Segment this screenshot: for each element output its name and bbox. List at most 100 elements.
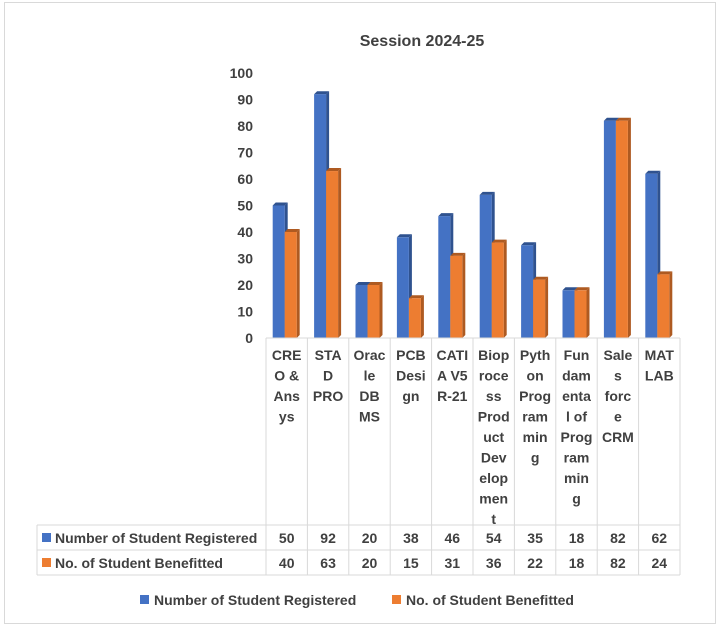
bar-top xyxy=(326,168,342,172)
y-tick-label: 60 xyxy=(237,171,253,187)
bar-top xyxy=(657,271,673,275)
category-label: CRE O & Ans ys xyxy=(272,347,302,425)
bar-top xyxy=(491,239,507,243)
data-table-value: 82 xyxy=(610,555,626,571)
data-table-value: 62 xyxy=(652,530,668,546)
category-label: CATI A V5 R-21 xyxy=(436,347,468,404)
y-tick-label: 30 xyxy=(237,251,253,267)
data-table-value: 38 xyxy=(403,530,419,546)
bar-side xyxy=(379,282,383,338)
data-table-value: 82 xyxy=(610,530,626,546)
legend-key-swatch xyxy=(42,558,51,567)
bar-face xyxy=(615,120,628,338)
bar-face xyxy=(491,242,504,338)
legend-key-swatch xyxy=(42,533,51,542)
y-tick-label: 20 xyxy=(237,277,253,293)
bar-side xyxy=(503,239,507,338)
bar-face xyxy=(314,94,327,338)
series-row-label: Number of Student Registered xyxy=(55,530,257,546)
y-axis: 0 10 20 30 40 50 60 70 80 90 100 xyxy=(230,65,254,346)
chart-frame xyxy=(4,2,716,624)
data-table-value: 18 xyxy=(569,555,585,571)
data-table: CRE O & Ans ys STA D PRO Orac le DB MS PCB Desi gn CAT… xyxy=(36,337,681,576)
bar-face xyxy=(657,274,670,338)
bar-top xyxy=(355,282,371,285)
bar-face xyxy=(438,216,451,338)
y-tick-label: 80 xyxy=(237,118,253,134)
series-row-label: No. of Student Benefitted xyxy=(55,555,223,571)
bar-face xyxy=(450,255,463,338)
data-table-value: 54 xyxy=(486,530,502,546)
category-label: Pyth on Prog ram min g xyxy=(519,347,551,466)
bar-top xyxy=(272,202,288,206)
bar-top xyxy=(603,117,619,121)
legend-label: No. of Student Benefitted xyxy=(406,592,574,608)
bar-top xyxy=(450,252,466,256)
bar xyxy=(367,282,383,338)
legend-swatch xyxy=(140,595,149,604)
bar-face xyxy=(533,279,546,338)
bar-face xyxy=(562,290,575,338)
bar-face xyxy=(396,237,409,338)
y-tick-label: 0 xyxy=(245,330,253,346)
bar xyxy=(574,287,590,338)
bar xyxy=(408,295,424,338)
data-table-value: 63 xyxy=(320,555,336,571)
bar-top xyxy=(367,282,383,285)
bar-side xyxy=(586,287,590,338)
bar-side xyxy=(545,276,549,338)
data-table-value: 20 xyxy=(362,555,378,571)
bar-top xyxy=(396,234,412,238)
category-label: Sale s forc e CRM xyxy=(602,347,634,445)
bar xyxy=(491,239,507,338)
bar-face xyxy=(284,232,297,338)
category-label: MAT LAB xyxy=(645,347,675,384)
data-table-value: 46 xyxy=(445,530,461,546)
bar xyxy=(533,276,549,338)
bar-side xyxy=(462,252,466,338)
category-label: Orac le DB MS xyxy=(354,347,386,425)
bar-top xyxy=(574,287,590,291)
bar-top xyxy=(562,287,578,291)
category-label: STA D PRO xyxy=(313,347,343,404)
category-label: PCB Desi gn xyxy=(396,347,426,404)
bars xyxy=(272,91,673,338)
y-tick-label: 70 xyxy=(237,145,253,161)
data-table-value: 40 xyxy=(279,555,295,571)
category-label: Fun dam enta l of Prog ram min g xyxy=(561,347,593,507)
legend-label: Number of Student Registered xyxy=(154,592,356,608)
bar xyxy=(450,252,466,338)
bar-top xyxy=(645,170,661,174)
data-table-value: 22 xyxy=(527,555,543,571)
bar-side xyxy=(627,117,631,338)
bar-side xyxy=(296,229,300,338)
data-table-value: 24 xyxy=(652,555,668,571)
bar-side xyxy=(338,168,342,338)
bar-face xyxy=(521,245,534,338)
bar xyxy=(615,117,631,338)
data-table-value: 92 xyxy=(320,530,336,546)
legend: Number of Student Registered No. of Stude… xyxy=(140,592,574,608)
bar-top xyxy=(438,213,454,217)
bar-top xyxy=(521,242,537,246)
bar-top xyxy=(615,117,631,121)
bar-face xyxy=(355,285,368,338)
bar-face xyxy=(272,205,285,338)
data-table-value: 18 xyxy=(569,530,585,546)
bar-face xyxy=(645,173,658,338)
y-tick-label: 100 xyxy=(230,65,254,81)
bar-top xyxy=(408,295,424,299)
bar xyxy=(326,168,342,338)
bar-face xyxy=(603,120,616,338)
bar-face xyxy=(479,194,492,338)
data-table-value: 50 xyxy=(279,530,295,546)
data-table-value: 20 xyxy=(362,530,378,546)
bar-side xyxy=(420,295,424,338)
bar-face xyxy=(408,298,421,338)
y-tick-label: 10 xyxy=(237,304,253,320)
y-tick-label: 40 xyxy=(237,224,253,240)
bar-face xyxy=(574,290,587,338)
data-table-value: 36 xyxy=(486,555,502,571)
bar xyxy=(284,229,300,338)
